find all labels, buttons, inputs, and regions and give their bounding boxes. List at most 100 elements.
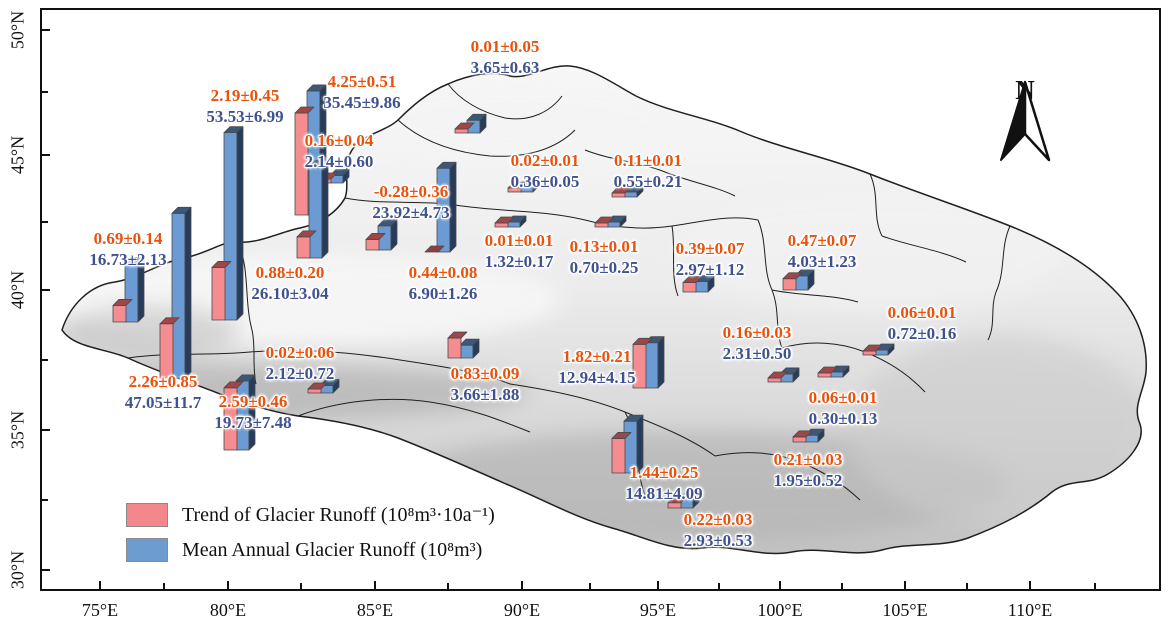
x-axis-minor-tick [841, 583, 843, 590]
mean-bar-side [657, 336, 665, 389]
trend-value: 0.11±0.01 [614, 151, 682, 170]
station-label: 0.02±0.01 0.36±0.05 [511, 150, 580, 192]
mean-bar-side [532, 180, 540, 193]
x-axis-tick-label: 80°E [209, 600, 247, 620]
trend-bar-top [507, 181, 528, 189]
y-axis-tick-label: 30°N [7, 550, 28, 590]
mean-bar-side [707, 275, 715, 293]
x-axis-tick-label: 90°E [503, 600, 541, 620]
legend-label-mean: Mean Annual Glacier Runoff (10⁸m³) [182, 538, 483, 561]
station-label: 0.83±0.09 3.66±1.88 [451, 363, 520, 405]
trend-bar-top [494, 216, 515, 224]
x-axis-tick-label: 95°E [639, 600, 677, 620]
station-label: 1.82±0.21 12.94±4.15 [558, 346, 635, 388]
mean-value: 6.90±1.26 [408, 284, 478, 303]
station-label: 0.16±0.04 2.14±0.60 [305, 130, 374, 172]
station-label: 0.01±0.01 1.32±0.17 [485, 230, 554, 272]
trend-value: -0.28±0.36 [373, 182, 449, 201]
x-axis-tick [779, 581, 781, 590]
legend: Trend of Glacier Runoff (10⁸m³·10a⁻¹) Me… [126, 502, 495, 573]
y-axis-minor-tick [41, 91, 48, 93]
x-axis-minor-tick [718, 583, 720, 590]
x-axis-tick [657, 581, 659, 590]
mean-bar-side [137, 257, 145, 323]
trend-bar-top [594, 216, 615, 224]
y-axis-minor-tick [41, 221, 48, 223]
trend-bar-top [667, 496, 688, 504]
trend-bar-top [159, 317, 180, 325]
mean-value: 47.05±11.7 [124, 393, 202, 412]
station-label: 0.06±0.01 0.30±0.13 [809, 387, 878, 429]
north-arrow-icon [1000, 80, 1051, 162]
mean-value: 2.93±0.53 [683, 531, 753, 550]
station-label: 0.11±0.01 0.55±0.21 [614, 150, 683, 192]
mean-value: 0.55±0.21 [613, 172, 683, 191]
mean-value: 2.14±0.60 [304, 152, 374, 171]
mean-value: 4.03±1.23 [787, 252, 857, 271]
y-axis-minor-tick [41, 499, 48, 501]
mean-value: 3.66±1.88 [450, 385, 520, 404]
trend-value: 0.88±0.20 [255, 263, 325, 282]
mean-value: 1.32±0.17 [484, 252, 554, 271]
x-axis-minor-tick [1094, 583, 1096, 590]
mean-bar-side [342, 169, 350, 184]
trend-value: 1.82±0.21 [562, 347, 632, 366]
trend-bar-top [112, 299, 133, 306]
x-axis-tick-label: 110°E [1007, 600, 1053, 620]
station-label: 4.25±0.51 35.45±9.86 [323, 71, 400, 113]
x-axis-tick [1029, 581, 1031, 590]
trend-value: 0.01±0.01 [484, 231, 554, 250]
trend-bar-top [767, 371, 788, 379]
trend-bar-top [294, 106, 315, 114]
trend-bar-top [792, 430, 813, 438]
y-axis-tick-label: 35°N [7, 410, 28, 450]
y-axis-tick [41, 289, 50, 291]
x-axis-minor-tick [300, 583, 302, 590]
station-label: 0.21±0.03 1.95±0.52 [774, 449, 843, 491]
legend-item-mean: Mean Annual Glacier Runoff (10⁸m³) [126, 538, 495, 562]
mean-value: 0.30±0.13 [808, 409, 878, 428]
trend-value: 0.13±0.01 [569, 237, 639, 256]
trend-swatch [126, 502, 168, 527]
trend-value: 0.06±0.01 [887, 303, 957, 322]
trend-bar-top [611, 432, 632, 439]
mean-bar-side [692, 491, 700, 509]
mean-value: 0.70±0.25 [569, 258, 639, 277]
trend-value: 2.26±0.85 [128, 372, 198, 391]
trend-value: 0.16±0.03 [722, 323, 792, 342]
trend-bar-top [296, 230, 317, 238]
trend-value: 2.19±0.45 [210, 86, 280, 105]
mean-bar-side [321, 160, 329, 259]
y-axis-tick-label: 50°N [7, 10, 28, 50]
trend-value: 4.25±0.51 [327, 72, 397, 91]
x-axis-tick [99, 581, 101, 590]
y-axis-tick-label: 40°N [7, 270, 28, 310]
x-axis-tick [521, 581, 523, 590]
trend-value: 2.59±0.46 [218, 392, 288, 411]
mean-bar-side [636, 185, 644, 198]
mean-bar-side [184, 206, 192, 379]
trend-value: 0.06±0.01 [808, 388, 878, 407]
mean-bar-side [390, 219, 398, 251]
x-axis-minor-tick [447, 583, 449, 590]
mean-value: 19.73±7.48 [214, 413, 292, 432]
trend-value: 0.47±0.07 [787, 231, 857, 250]
mean-value: 0.36±0.05 [510, 172, 580, 191]
mean-value: 2.31±0.50 [722, 344, 792, 363]
trend-value: 0.44±0.08 [408, 263, 478, 282]
station-label: 2.59±0.46 19.73±7.48 [214, 391, 291, 433]
trend-bar-top [447, 331, 468, 339]
x-axis-tick-label: 105°E [882, 600, 928, 620]
station-label: 0.06±0.01 0.72±0.16 [888, 302, 957, 344]
station-label: 0.13±0.01 0.70±0.25 [570, 236, 639, 278]
station-label: 0.39±0.07 2.97±1.12 [676, 238, 745, 280]
trend-bar-top [223, 381, 244, 389]
trend-value: 0.02±0.06 [265, 343, 335, 362]
station-label: 0.44±0.08 6.90±1.26 [409, 262, 478, 304]
mean-value: 0.72±0.16 [887, 324, 957, 343]
station-label: 2.26±0.85 47.05±11.7 [125, 371, 201, 413]
trend-value: 0.16±0.04 [304, 131, 374, 150]
station-label: 0.69±0.14 16.73±2.13 [89, 228, 166, 270]
